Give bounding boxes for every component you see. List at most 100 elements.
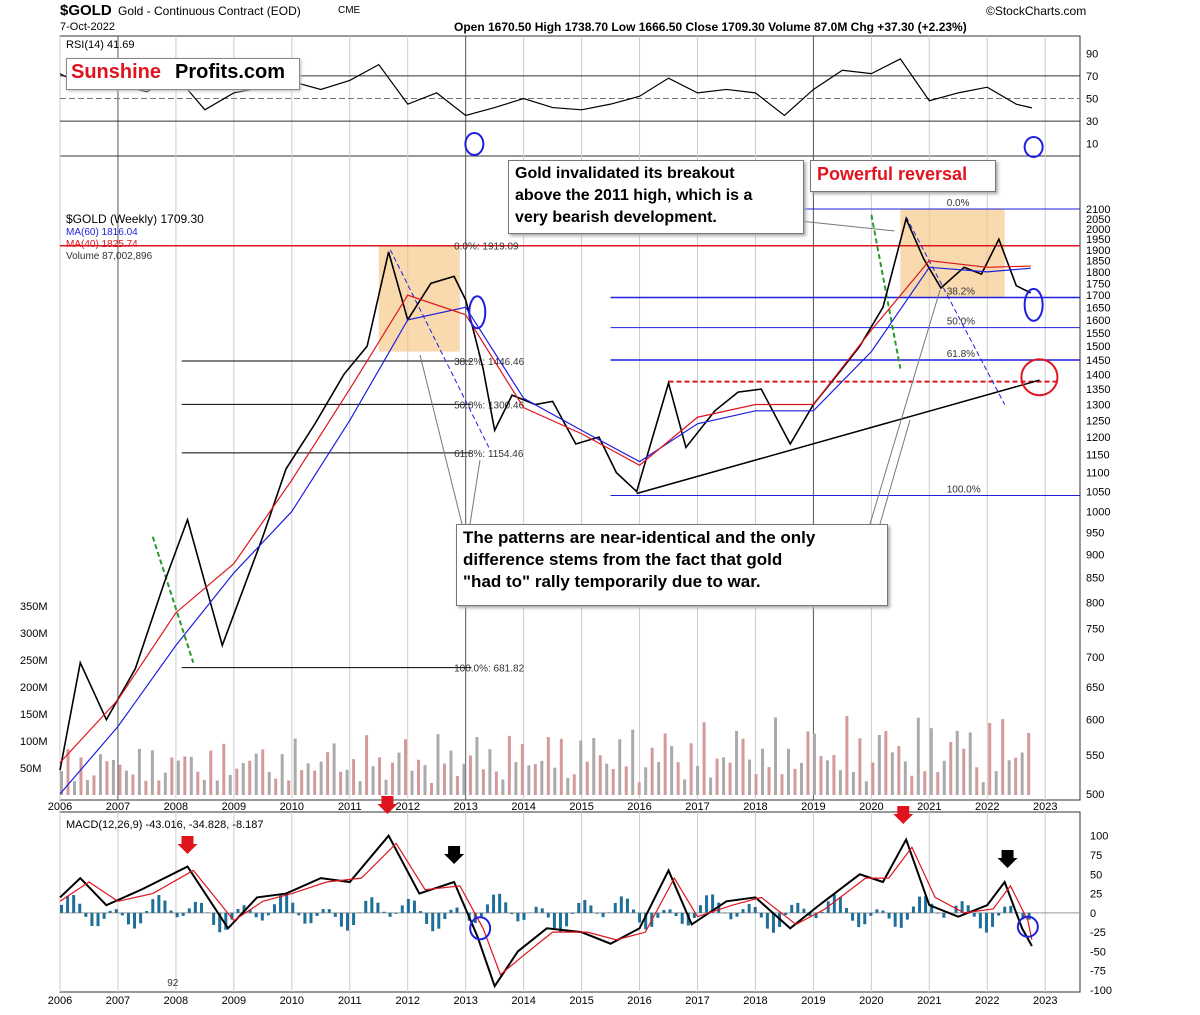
macd-histogram-bar bbox=[236, 909, 239, 913]
volume-bar bbox=[411, 771, 414, 795]
macd-histogram-bar bbox=[888, 913, 891, 919]
volume-tick-label: 300M bbox=[20, 628, 48, 640]
macd-histogram-bar bbox=[869, 913, 872, 916]
volume-bar bbox=[709, 778, 712, 795]
macd-histogram-bar bbox=[918, 897, 921, 913]
volume-bar bbox=[300, 770, 303, 795]
volume-bar bbox=[365, 735, 368, 795]
volume-bar bbox=[203, 780, 206, 795]
volume-bar bbox=[735, 731, 738, 795]
macd-histogram-bar bbox=[449, 910, 452, 913]
macd-histogram-bar bbox=[857, 913, 860, 927]
price-x-tick-label: 2010 bbox=[280, 801, 304, 813]
macd-histogram-bar bbox=[754, 907, 757, 913]
volume-bar bbox=[242, 763, 245, 795]
macd-histogram-bar bbox=[723, 913, 726, 914]
volume-bar bbox=[488, 749, 491, 795]
volume-bar bbox=[826, 760, 829, 795]
macd-histogram-bar bbox=[802, 909, 805, 913]
macd-histogram-bar bbox=[845, 908, 848, 913]
volume-bar bbox=[813, 734, 816, 795]
volume-bar bbox=[92, 775, 95, 795]
macd-histogram-bar bbox=[340, 913, 343, 927]
macd-histogram-bar bbox=[139, 913, 142, 923]
macd-histogram-bar bbox=[602, 913, 605, 917]
price-x-tick-label: 2014 bbox=[511, 801, 535, 813]
volume-bar bbox=[125, 771, 128, 795]
macd-histogram-bar bbox=[766, 913, 769, 929]
volume-bar bbox=[839, 770, 842, 795]
macd-x-tick-label: 2012 bbox=[395, 995, 419, 1007]
volume-bar bbox=[845, 716, 848, 795]
volume-bar bbox=[482, 769, 485, 795]
macd-histogram-bar bbox=[370, 897, 373, 913]
macd-histogram-bar bbox=[541, 908, 544, 912]
price-y-tick-label: 600 bbox=[1086, 715, 1104, 727]
volume-bar bbox=[281, 754, 284, 795]
price-y-tick-label: 1200 bbox=[1086, 432, 1110, 444]
pattern-box-2020 bbox=[900, 209, 1004, 298]
macd-histogram-bar bbox=[431, 913, 434, 931]
macd-histogram-bar bbox=[760, 913, 763, 918]
volume-bar bbox=[897, 746, 900, 795]
volume-bar bbox=[910, 776, 913, 795]
macd-histogram-bar bbox=[309, 913, 312, 923]
macd-histogram-bar bbox=[596, 913, 599, 914]
callout-pointer bbox=[790, 220, 895, 231]
macd-histogram-bar bbox=[742, 909, 745, 913]
macd-histogram-bar bbox=[188, 908, 191, 912]
volume-bar bbox=[618, 739, 621, 795]
macd-histogram-bar bbox=[437, 913, 440, 929]
rsi-title: RSI(14) 41.69 bbox=[66, 39, 134, 51]
volume-bar bbox=[612, 769, 615, 795]
macd-histogram-bar bbox=[66, 896, 69, 913]
volume-bar bbox=[436, 734, 439, 795]
macd-histogram-bar bbox=[376, 903, 379, 913]
fib-label-right: 61.8% bbox=[947, 349, 975, 360]
brand-profits: Profits.com bbox=[175, 61, 285, 84]
volume-bar bbox=[638, 782, 641, 795]
price-x-tick-label: 2022 bbox=[975, 801, 999, 813]
macd-histogram-bar bbox=[346, 913, 349, 931]
macd-x-tick-label: 2013 bbox=[453, 995, 477, 1007]
volume-bar bbox=[748, 760, 751, 795]
volume-bar bbox=[216, 780, 219, 795]
macd-histogram-bar bbox=[261, 913, 264, 921]
price-x-tick-label: 2008 bbox=[164, 801, 188, 813]
callout-breakout: Gold invalidated its breakout above the … bbox=[508, 160, 804, 234]
rsi-y-tick-label: 30 bbox=[1086, 116, 1098, 128]
macd-histogram-bar bbox=[103, 913, 106, 919]
volume-bar bbox=[768, 767, 771, 795]
price-circle-2022 bbox=[1025, 289, 1043, 321]
price-y-tick-label: 1150 bbox=[1086, 449, 1110, 461]
macd-histogram-bar bbox=[303, 913, 306, 924]
volume-bar bbox=[209, 751, 212, 795]
price-y-tick-label: 1800 bbox=[1086, 267, 1110, 279]
volume-bar bbox=[456, 776, 459, 795]
volume-bar bbox=[683, 779, 686, 795]
macd-histogram-bar bbox=[334, 913, 337, 917]
macd-histogram-bar bbox=[163, 901, 166, 913]
macd-x-tick-label: 2018 bbox=[743, 995, 767, 1007]
macd-histogram-bar bbox=[699, 905, 702, 913]
signal-line bbox=[60, 843, 1032, 974]
macd-histogram-bar bbox=[510, 913, 513, 914]
fib-label-left: 61.8%: 1154.46 bbox=[454, 449, 524, 460]
volume-bar bbox=[722, 757, 725, 795]
macd-x-tick-label: 2016 bbox=[627, 995, 651, 1007]
volume-bar bbox=[806, 731, 809, 795]
volume-bar bbox=[605, 764, 608, 795]
volume-bar bbox=[495, 772, 498, 795]
macd-histogram-bar bbox=[316, 913, 319, 916]
volume-bar bbox=[417, 760, 420, 795]
macd-histogram-bar bbox=[389, 913, 392, 917]
volume-bar bbox=[690, 743, 693, 795]
price-y-tick-label: 1550 bbox=[1086, 328, 1110, 340]
price-y-tick-label: 650 bbox=[1086, 682, 1104, 694]
volume-bar bbox=[651, 748, 654, 795]
volume-bar bbox=[105, 761, 108, 795]
macd-x-tick-label: 2023 bbox=[1033, 995, 1057, 1007]
volume-bar bbox=[540, 761, 543, 795]
volume-bar bbox=[514, 762, 517, 795]
